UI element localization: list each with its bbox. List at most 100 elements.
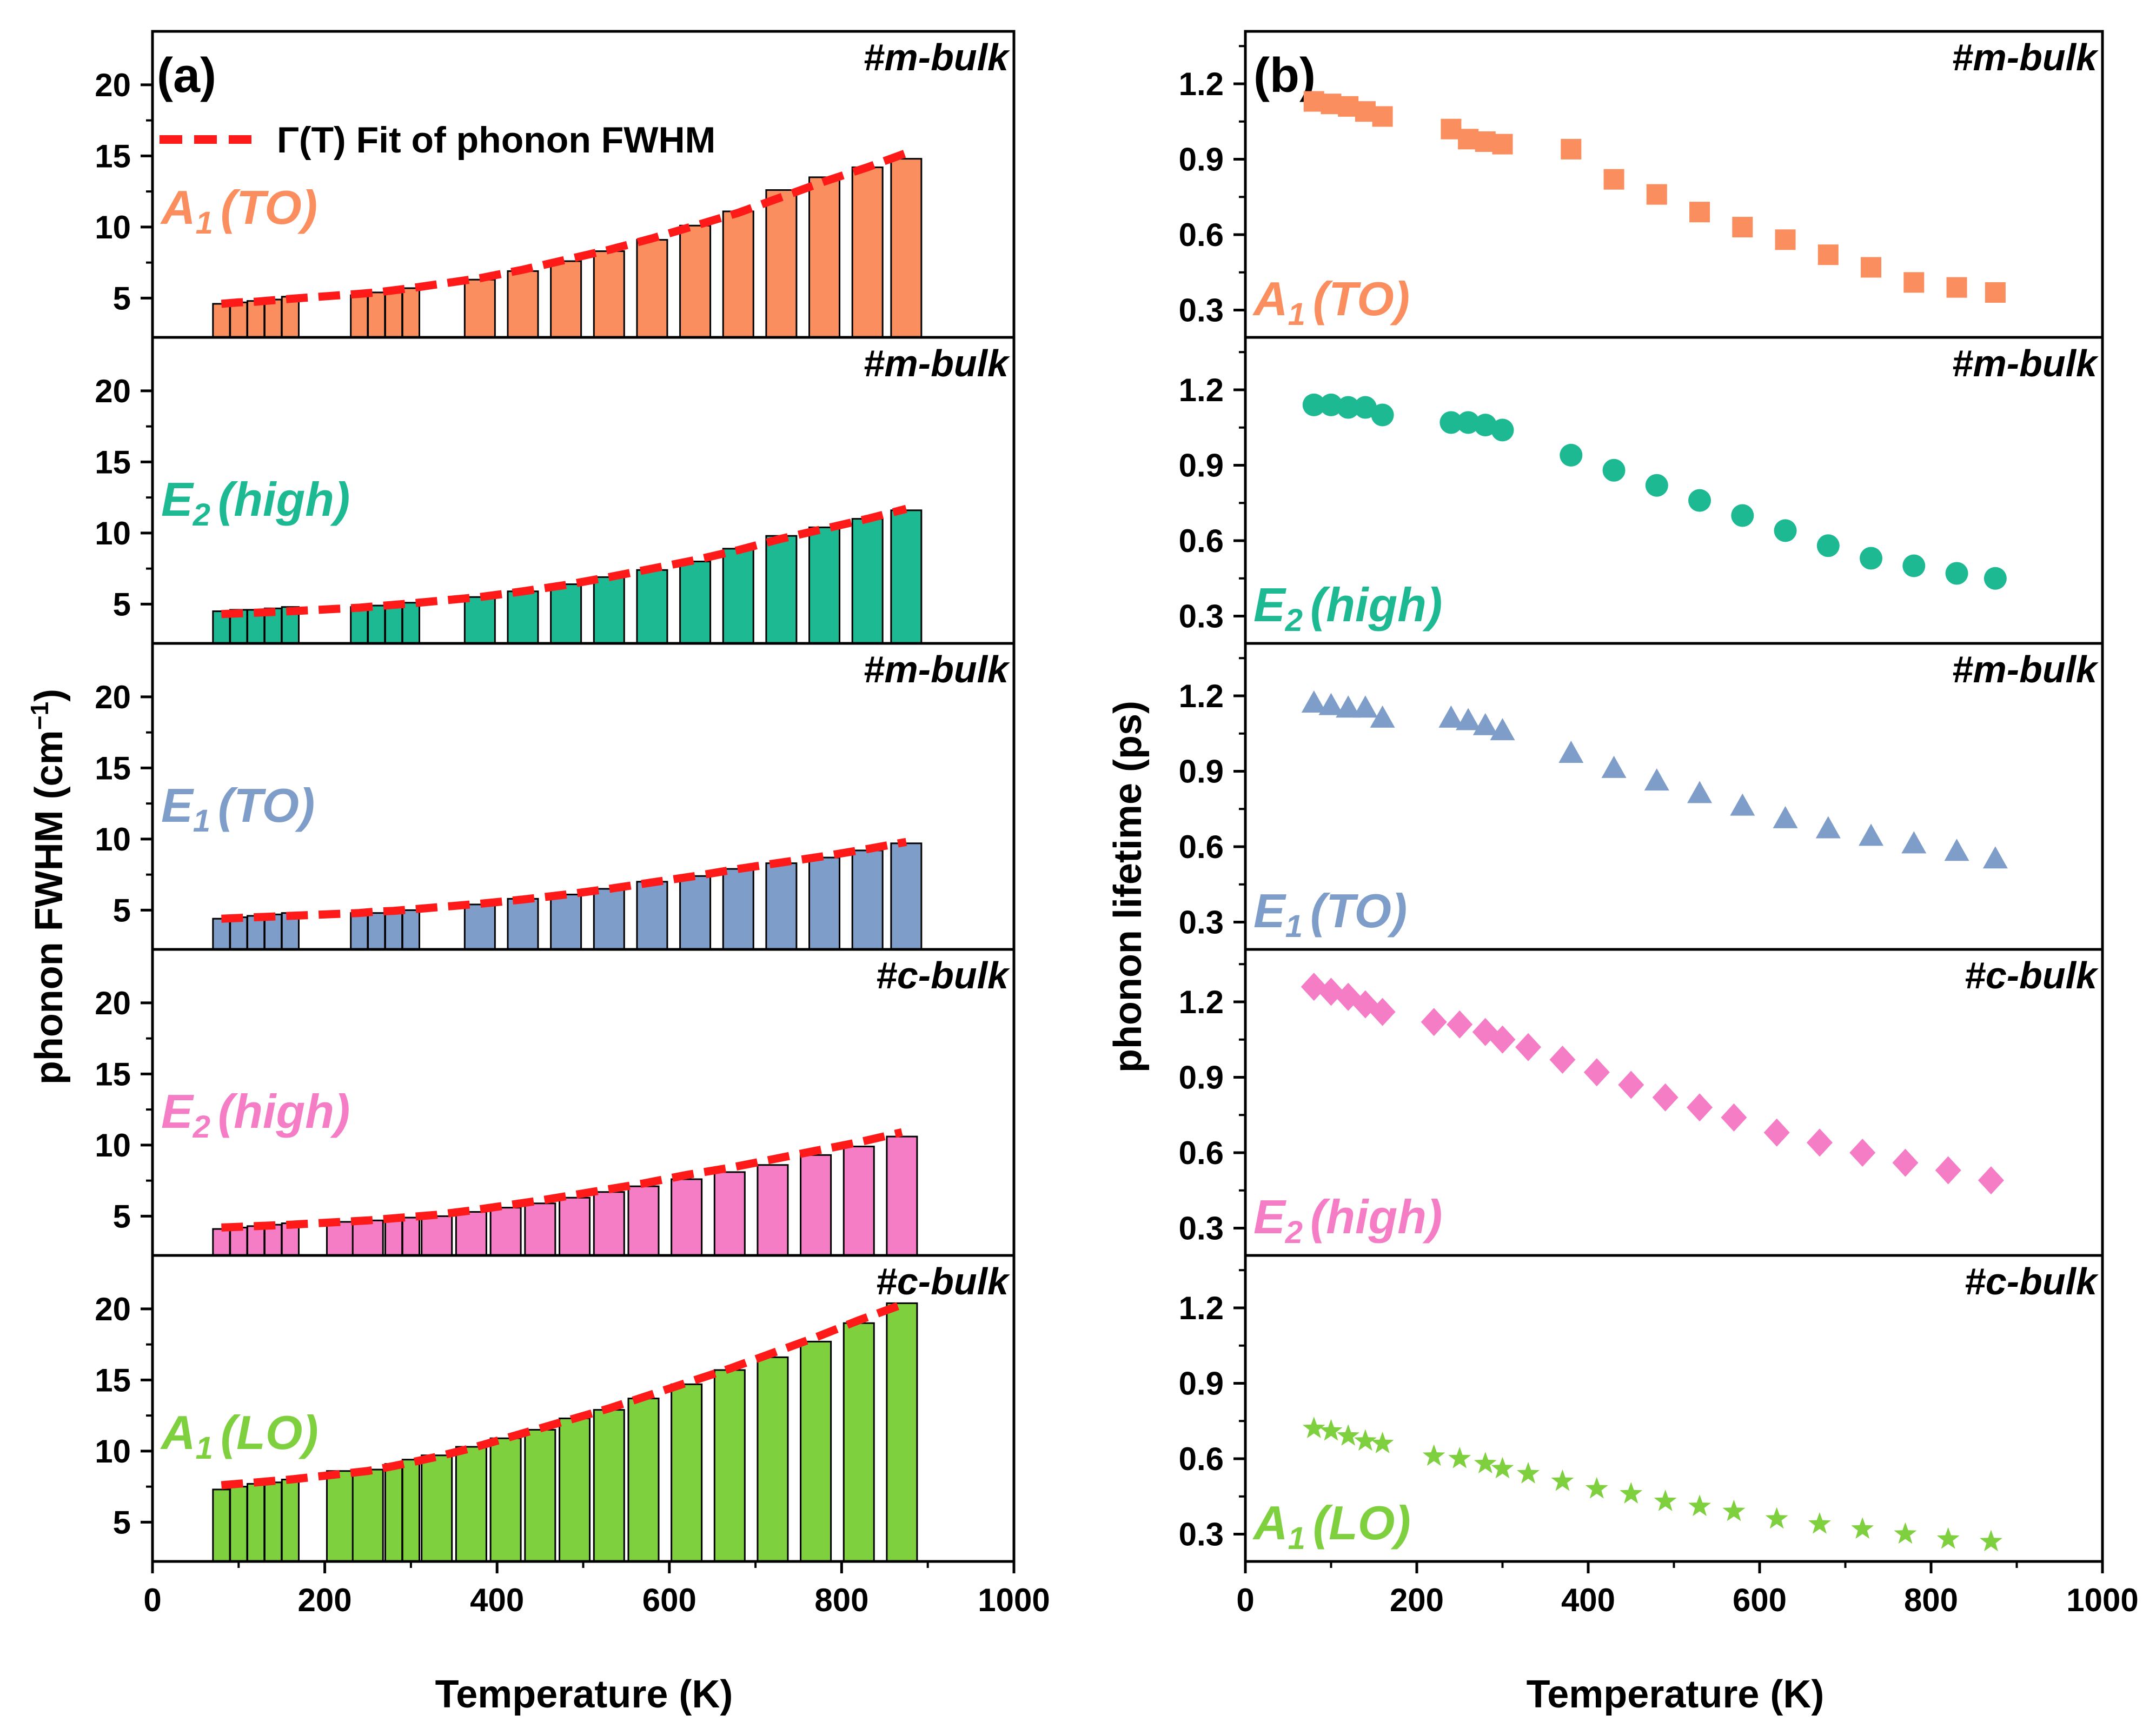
fwhm-bar bbox=[507, 270, 539, 338]
lifetime-marker-star bbox=[1722, 1499, 1746, 1521]
lifetime-marker-triangle bbox=[1601, 755, 1627, 778]
lifetime-marker-circle bbox=[1816, 534, 1840, 557]
fwhm-bar bbox=[765, 535, 798, 644]
lifetime-marker-diamond bbox=[1978, 1166, 2004, 1195]
lifetime-marker-square bbox=[1646, 184, 1667, 205]
fwhm-bar bbox=[463, 596, 496, 644]
fwhm-bar bbox=[800, 1154, 832, 1257]
lifetime-marker-square bbox=[1303, 91, 1324, 112]
lifetime-marker-star bbox=[1354, 1429, 1377, 1451]
fwhm-fit-line bbox=[221, 1300, 904, 1490]
lifetime-marker-square bbox=[1458, 129, 1479, 150]
right-x-tick-label: 200 bbox=[1390, 1582, 1444, 1618]
fwhm-y-tick-label: 15 bbox=[95, 1362, 131, 1398]
fwhm-bar bbox=[455, 1211, 487, 1257]
fwhm-fit-line bbox=[221, 504, 907, 619]
lifetime-mode-label: E2 (high) bbox=[1253, 578, 1442, 638]
fwhm-y-tick-label: 10 bbox=[95, 1127, 131, 1164]
fwhm-bar bbox=[722, 868, 754, 950]
lifetime-marker-diamond bbox=[1369, 998, 1396, 1026]
fwhm-bar bbox=[559, 1196, 591, 1257]
fwhm-bar bbox=[507, 590, 539, 644]
lifetime-marker-circle bbox=[1860, 547, 1883, 570]
fwhm-bar bbox=[229, 1486, 248, 1563]
fwhm-bar bbox=[550, 583, 582, 644]
lifetime-marker-circle bbox=[1983, 567, 2007, 590]
left-x-axis-title: Temperature (K) bbox=[435, 1673, 733, 1716]
legend: Γ(T) Fit of phonon FWHM bbox=[160, 119, 715, 161]
fwhm-bar bbox=[247, 1483, 266, 1563]
fwhm-bar bbox=[281, 1479, 300, 1563]
fwhm-bar bbox=[212, 303, 231, 338]
fwhm-bar bbox=[851, 849, 884, 950]
lifetime-sample-label: #c-bulk bbox=[1965, 1260, 2099, 1302]
lifetime-marker-circle bbox=[1302, 393, 1325, 416]
lifetime-marker-diamond bbox=[1583, 1058, 1610, 1087]
fwhm-bar bbox=[627, 1185, 660, 1257]
lifetime-y-tick-label: 0.9 bbox=[1179, 1060, 1224, 1096]
fwhm-bar bbox=[463, 278, 496, 338]
lifetime-marker-square bbox=[1732, 217, 1753, 238]
lifetime-marker-triangle bbox=[1318, 693, 1344, 715]
fwhm-bar bbox=[722, 210, 754, 338]
fwhm-bar bbox=[524, 1202, 556, 1257]
fwhm-y-tick-label: 5 bbox=[113, 1504, 131, 1540]
fwhm-y-tick-label: 20 bbox=[95, 67, 131, 103]
fwhm-bar bbox=[593, 250, 625, 338]
lifetime-marker-star bbox=[1765, 1507, 1788, 1529]
lifetime-marker-square bbox=[1817, 244, 1839, 265]
fwhm-bar bbox=[401, 1459, 421, 1563]
fwhm-bar bbox=[890, 842, 923, 950]
lifetime-marker-star bbox=[1688, 1494, 1711, 1517]
fwhm-bar bbox=[212, 1228, 231, 1257]
fwhm-bar bbox=[247, 1225, 266, 1257]
fwhm-bar bbox=[636, 569, 668, 644]
fwhm-bar bbox=[367, 604, 386, 644]
lifetime-marker-circle bbox=[1491, 418, 1514, 442]
lifetime-marker-square bbox=[1355, 101, 1376, 122]
fwhm-y-tick-label: 10 bbox=[95, 821, 131, 857]
lifetime-marker-square bbox=[1561, 138, 1582, 159]
lifetime-y-tick-label: 0.3 bbox=[1179, 1211, 1224, 1247]
fwhm-y-tick-label: 5 bbox=[113, 280, 131, 316]
fwhm-bar bbox=[593, 576, 625, 644]
lifetime-y-tick-label: 0.6 bbox=[1179, 523, 1224, 559]
fwhm-bar bbox=[263, 298, 283, 338]
lifetime-mode-label: A1 (TO) bbox=[1252, 272, 1410, 332]
lifetime-y-tick-label: 0.3 bbox=[1179, 905, 1224, 941]
fwhm-bar bbox=[851, 518, 884, 644]
fwhm-y-tick-label: 15 bbox=[95, 1056, 131, 1092]
lifetime-marker-circle bbox=[1371, 403, 1394, 427]
fwhm-bar bbox=[636, 239, 668, 338]
lifetime-marker-star bbox=[1448, 1447, 1471, 1468]
right-y-axis-title: phonon lifetime (ps) bbox=[1106, 701, 1150, 1073]
fwhm-y-tick-label: 15 bbox=[95, 444, 131, 480]
fwhm-bar bbox=[507, 898, 539, 950]
left-x-tick-label: 1000 bbox=[978, 1582, 1050, 1618]
lifetime-marker-triangle bbox=[1472, 713, 1498, 735]
lifetime-marker-circle bbox=[1337, 396, 1360, 419]
lifetime-marker-star bbox=[1337, 1424, 1360, 1446]
right-x-tick-label: 800 bbox=[1904, 1582, 1958, 1618]
lifetime-marker-diamond bbox=[1447, 1010, 1473, 1039]
fwhm-panel-1: 5 10 15 20 #m-bulk A1 (TO) bbox=[95, 30, 1016, 339]
fwhm-y-tick-label: 15 bbox=[95, 750, 131, 786]
lifetime-y-tick-label: 1.2 bbox=[1179, 1290, 1224, 1326]
lifetime-marker-square bbox=[1321, 94, 1342, 115]
lifetime-panel-3: 0.3 0.6 0.9 1.2 #m-bulk E1 (TO) bbox=[1179, 642, 2104, 951]
lifetime-sample-label: #m-bulk bbox=[1952, 648, 2099, 690]
fwhm-panel-3: 5 10 15 20 #m-bulk E1 (TO) bbox=[95, 642, 1016, 951]
fwhm-bar bbox=[350, 912, 369, 950]
fwhm-bar bbox=[489, 1437, 522, 1563]
lifetime-marker-square bbox=[1492, 134, 1513, 155]
fwhm-mode-label: A1 (LO) bbox=[160, 1406, 319, 1466]
fwhm-bar bbox=[808, 176, 841, 338]
lifetime-marker-star bbox=[1894, 1522, 1917, 1544]
fwhm-fit-line bbox=[221, 149, 908, 308]
lifetime-y-tick-label: 0.6 bbox=[1179, 1441, 1224, 1477]
fwhm-bar bbox=[384, 603, 403, 644]
lifetime-y-tick-label: 0.9 bbox=[1179, 1366, 1224, 1402]
fwhm-y-tick-label: 20 bbox=[95, 1291, 131, 1327]
lifetime-y-tick-label: 0.9 bbox=[1179, 448, 1224, 484]
lifetime-marker-circle bbox=[1354, 396, 1377, 419]
